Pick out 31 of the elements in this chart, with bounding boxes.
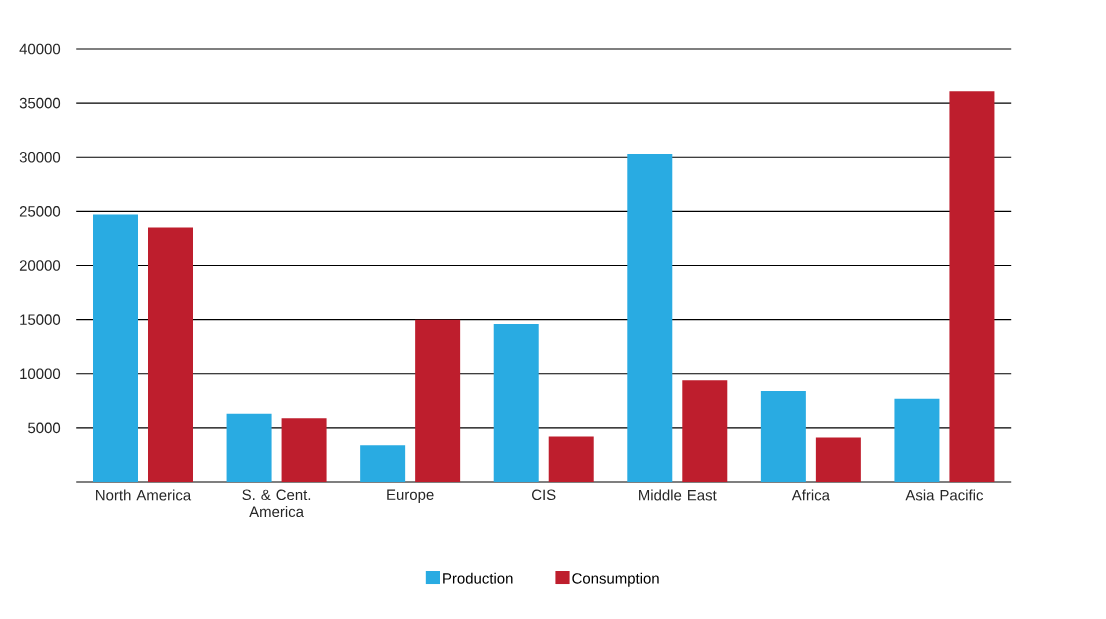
x-tick-label: Africa [791,489,830,501]
y-tick-label: 40000 [19,43,61,55]
bar [949,91,995,482]
y-tick-label: 15000 [20,314,61,325]
bar [815,437,861,482]
bar [493,323,539,482]
bar [682,380,728,482]
bar [226,413,272,482]
x-tick-label: Asia Pacific [905,489,984,501]
y-tick-label: 5000 [28,422,61,434]
x-tick-label: S. & Cent. America [242,489,311,518]
legend-label: Production [443,572,513,584]
x-tick-label: Europe [387,489,434,503]
x-tick-label: Middle East [639,489,717,501]
y-tick-label: 30000 [19,151,61,163]
x-tick-label: CIS [532,489,556,501]
bar [93,214,138,482]
y-tick-label: 10000 [20,368,61,380]
bar [281,418,327,482]
y-tick-label: 35000 [19,97,61,109]
y-tick-label: 20000 [19,260,61,271]
bar [548,436,594,482]
bar [627,154,673,482]
bar [415,319,461,482]
bar [760,391,806,482]
legend-label: Consumption [572,572,659,587]
x-tick-label: North America [96,489,192,501]
bar [894,398,940,482]
bar [360,445,406,482]
y-tick-label: 25000 [19,206,61,217]
bar [148,227,193,482]
